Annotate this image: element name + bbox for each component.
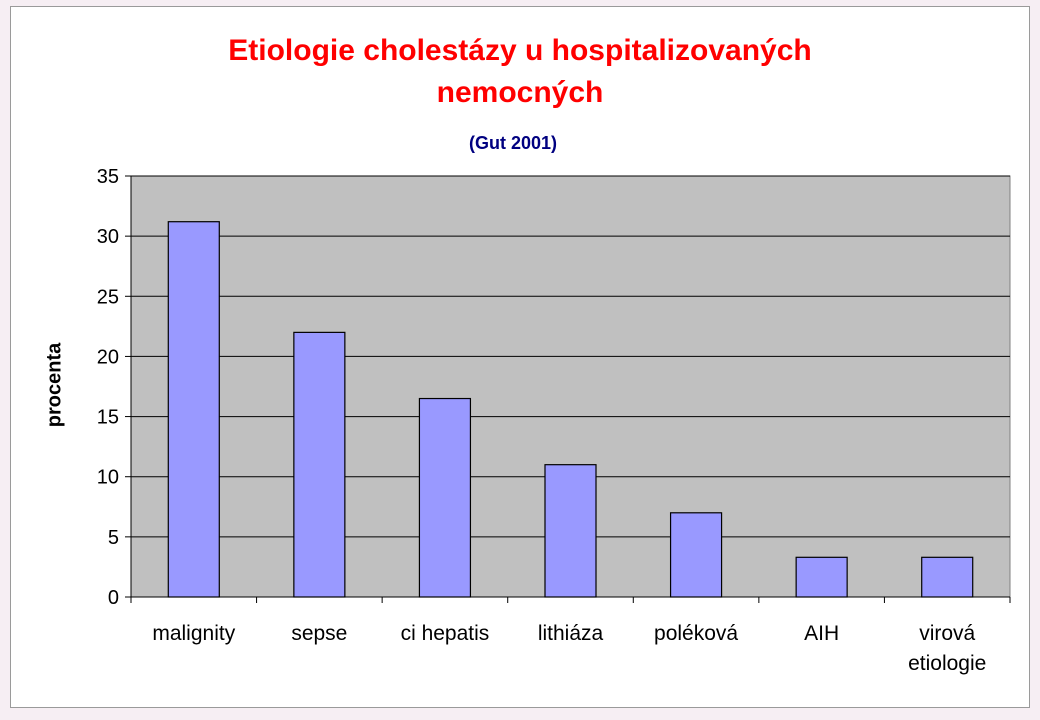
y-tick-label: 30: [97, 226, 119, 248]
x-tick-label: ci hepatis: [401, 622, 490, 645]
bar: [669, 512, 723, 598]
x-tick-label: sepse: [291, 622, 347, 645]
bar: [921, 556, 974, 598]
bar: [544, 464, 597, 598]
bar: [418, 397, 472, 598]
y-tick-label: 35: [97, 166, 119, 188]
x-tick-label: etiologie: [908, 652, 986, 675]
bar: [293, 331, 346, 598]
y-tick-label: 20: [97, 346, 119, 368]
y-tick-label: 25: [97, 286, 119, 308]
y-tick-label: 10: [97, 467, 119, 489]
chart-subtitle: (Gut 2001): [468, 133, 558, 153]
x-tick-label: malignity: [152, 622, 235, 645]
x-tick-label: poléková: [654, 622, 738, 645]
x-tick-label: lithiáza: [538, 622, 604, 645]
x-tick-label: virová: [919, 622, 975, 645]
y-tick-label: 5: [108, 527, 119, 549]
y-tick-label: 15: [97, 407, 119, 429]
x-tick-label: AIH: [804, 622, 839, 645]
bar: [795, 556, 848, 598]
chart-title-line-1: Etiologie cholestázy u hospitalizovaných: [228, 34, 812, 67]
bar: [167, 221, 220, 598]
chart-title: Etiologie cholestázy u hospitalizovaných…: [0, 30, 1040, 114]
chart-title-line-2: nemocných: [436, 76, 604, 109]
y-tick-label: 0: [108, 587, 119, 609]
